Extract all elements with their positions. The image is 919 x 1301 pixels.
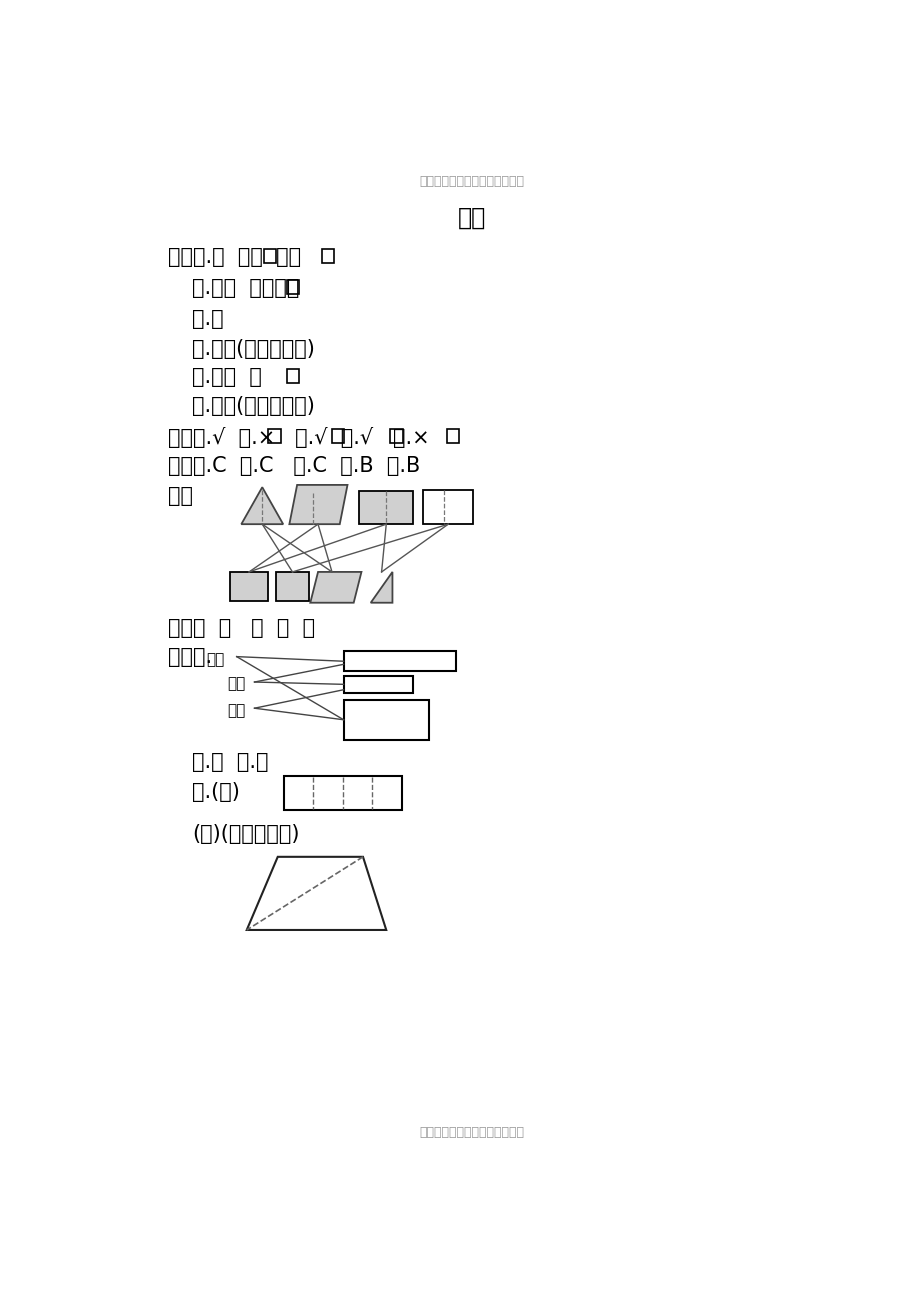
- Bar: [276, 572, 309, 601]
- Bar: [284, 775, 402, 809]
- Polygon shape: [289, 485, 347, 524]
- Bar: [322, 250, 334, 263]
- Bar: [344, 652, 456, 671]
- Bar: [230, 572, 268, 601]
- Text: ３.４: ３.４: [192, 308, 224, 329]
- Bar: [344, 677, 413, 693]
- Text: 前面: 前面: [227, 677, 245, 692]
- Bar: [287, 369, 299, 384]
- Bar: [287, 280, 299, 294]
- Text: 小学数学课堂数学精品资料设计: 小学数学课堂数学精品资料设计: [418, 176, 524, 189]
- Text: 一、１.圆  长方  长方: 一、１.圆 长方 长方: [167, 247, 301, 267]
- Bar: [358, 490, 413, 524]
- Bar: [268, 429, 280, 444]
- Text: 六、１.: 六、１.: [167, 648, 211, 667]
- Text: 四、: 四、: [167, 485, 192, 506]
- Text: (２)(答案不唯一): (２)(答案不唯一): [192, 824, 300, 844]
- Text: ６.长方(答案不唯一): ６.长方(答案不唯一): [192, 397, 315, 416]
- Text: ２.略  ３.略: ２.略 ３.略: [192, 752, 268, 771]
- Bar: [344, 700, 428, 740]
- Text: 五、２  ５   ２  ２  ４: 五、２ ５ ２ ２ ４: [167, 618, 314, 637]
- Text: 三、１.C  ２.C   ３.C  ４.B  ５.B: 三、１.C ２.C ３.C ４.B ５.B: [167, 457, 419, 476]
- Text: 小学数学课堂数学精品资料设计: 小学数学课堂数学精品资料设计: [418, 1127, 524, 1140]
- Text: 上面: 上面: [206, 652, 224, 667]
- Bar: [422, 490, 472, 524]
- Text: ２.三角  平行四边: ２.三角 平行四边: [192, 278, 300, 298]
- Text: ４.(１): ４.(１): [192, 782, 240, 803]
- Bar: [447, 429, 459, 444]
- Polygon shape: [241, 487, 283, 524]
- Text: 右面: 右面: [227, 703, 245, 718]
- Text: 二、１.√  ２.×   ３.√  ４.√   ５.×: 二、１.√ ２.× ３.√ ４.√ ５.×: [167, 427, 429, 448]
- Text: 答案: 答案: [457, 206, 485, 230]
- Bar: [332, 429, 344, 444]
- Text: ５.三角  ４: ５.三角 ４: [192, 367, 262, 388]
- Polygon shape: [310, 572, 361, 602]
- Polygon shape: [370, 572, 392, 602]
- Text: ４.三角(答案不唯一): ４.三角(答案不唯一): [192, 338, 315, 359]
- Bar: [390, 429, 403, 444]
- Bar: [264, 250, 276, 263]
